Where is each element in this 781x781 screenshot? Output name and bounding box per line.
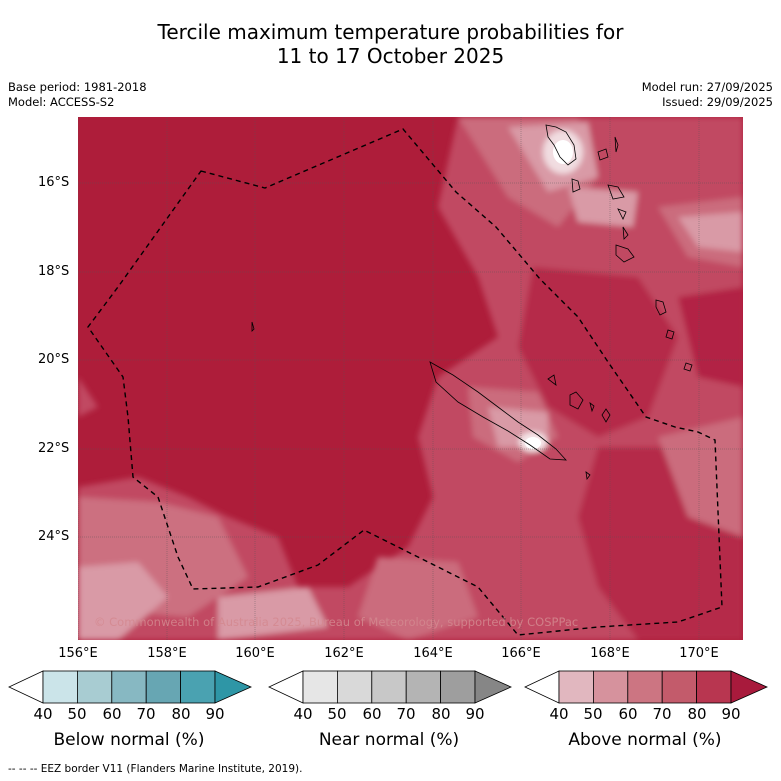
cbar-tick: 80	[171, 705, 191, 723]
lat-label-16s: 16°S	[38, 175, 70, 190]
issued-date: Issued: 29/09/2025	[662, 95, 773, 109]
prob-region-80-90-a	[518, 267, 678, 437]
cbar-tick: 80	[687, 705, 707, 723]
prob-region-60-70-c	[658, 417, 743, 537]
lon-label-168e: 168°E	[590, 646, 630, 661]
new-caledonia	[429, 361, 567, 461]
cbar-segment	[440, 670, 476, 704]
lat-label-22s: 22°S	[38, 441, 70, 456]
probability-map: © Commonwealth of Australia 2025, Bureau…	[78, 117, 743, 640]
prob-region-70-80-west	[78, 377, 98, 417]
lon-label-164e: 164°E	[413, 646, 453, 661]
prob-region-50-60-e	[568, 187, 638, 227]
graticule	[78, 117, 743, 640]
vanuatu-espiritu-santo	[545, 124, 577, 166]
lat-label-18s: 18°S	[38, 264, 70, 279]
cbar-tick: 90	[205, 705, 225, 723]
cbar-segment	[77, 670, 113, 704]
prob-region-60-70-e	[358, 557, 478, 640]
lon-label-156e: 156°E	[58, 646, 98, 661]
eez-footnote: -- -- -- EEZ border V11 (Flanders Marine…	[8, 763, 303, 775]
lon-label-158e: 158°E	[147, 646, 187, 661]
cbar-segment	[145, 670, 181, 704]
copyright-text: © Commonwealth of Australia 2025, Bureau…	[94, 615, 578, 629]
cbar-tick: 70	[136, 705, 156, 723]
small-island-b	[585, 471, 591, 481]
cbar-segment	[371, 670, 407, 704]
cbar-arrow-high	[474, 670, 512, 704]
title-line-2: 11 to 17 October 2025	[276, 44, 505, 68]
cbar-arrow-low	[268, 670, 304, 704]
colorbar-near-normal	[268, 670, 512, 704]
vanuatu-islands	[571, 136, 635, 263]
prob-region-white-a	[553, 140, 573, 164]
loyalty-islands	[547, 374, 611, 423]
colorbar-title-above: Above normal (%)	[568, 730, 722, 750]
cbar-segment	[405, 670, 441, 704]
colorbar-below-normal	[8, 670, 252, 704]
lat-label-24s: 24°S	[38, 529, 70, 544]
prob-region-80-90-c	[678, 287, 743, 387]
eez-border	[87, 128, 723, 636]
cbar-segment	[593, 670, 629, 704]
title-line-1: Tercile maximum temperature probabilitie…	[157, 20, 624, 44]
cbar-segment	[111, 670, 147, 704]
small-island-a	[251, 321, 255, 332]
lon-label-160e: 160°E	[235, 646, 275, 661]
map-title: Tercile maximum temperature probabilitie…	[0, 20, 781, 68]
colorbar-title-near: Near normal (%)	[318, 730, 460, 750]
cbar-tick: 90	[721, 705, 741, 723]
cbar-segment	[627, 670, 663, 704]
lon-label-162e: 162°E	[324, 646, 364, 661]
prob-region-50-60-b	[218, 587, 328, 640]
colorbar-title-below: Below normal (%)	[53, 730, 205, 750]
cbar-arrow-high	[214, 670, 252, 704]
cbar-tick: 60	[618, 705, 638, 723]
cbar-tick: 70	[652, 705, 672, 723]
prob-region-white-b	[525, 437, 541, 449]
meta-right: Model run: 27/09/2025 Issued: 29/09/2025	[642, 80, 773, 110]
cbar-tick: 60	[362, 705, 382, 723]
cbar-segment	[661, 670, 697, 704]
cbar-tick: 40	[293, 705, 313, 723]
model-name: Model: ACCESS-S2	[8, 95, 115, 109]
cbar-segment	[302, 670, 338, 704]
cbar-tick: 40	[549, 705, 569, 723]
cbar-tick: 40	[33, 705, 53, 723]
cbar-segment	[696, 670, 732, 704]
cbar-tick: 70	[396, 705, 416, 723]
cbar-arrow-low	[524, 670, 560, 704]
colorbar-above-normal	[524, 670, 768, 704]
cbar-tick: 50	[327, 705, 347, 723]
lon-label-166e: 166°E	[501, 646, 541, 661]
lat-label-20s: 20°S	[38, 352, 70, 367]
cbar-tick: 50	[67, 705, 87, 723]
cbar-tick: 90	[465, 705, 485, 723]
islands	[251, 124, 693, 481]
cbar-arrow-low	[8, 670, 44, 704]
cbar-tick: 50	[583, 705, 603, 723]
cbar-arrow-high	[730, 670, 768, 704]
cbar-segment	[42, 670, 78, 704]
lon-label-170e: 170°E	[679, 646, 719, 661]
cbar-segment	[558, 670, 594, 704]
prob-region-50-60-a	[78, 562, 168, 640]
meta-left: Base period: 1981-2018 Model: ACCESS-S2	[8, 80, 147, 110]
prob-region-50-60-c	[678, 212, 743, 252]
small-island-c	[589, 402, 595, 413]
cbar-segment	[180, 670, 216, 704]
base-period: Base period: 1981-2018	[8, 80, 147, 94]
vanuatu-south	[655, 299, 693, 372]
cbar-segment	[337, 670, 373, 704]
cbar-tick: 80	[431, 705, 451, 723]
model-run: Model run: 27/09/2025	[641, 80, 773, 94]
cbar-tick: 60	[102, 705, 122, 723]
